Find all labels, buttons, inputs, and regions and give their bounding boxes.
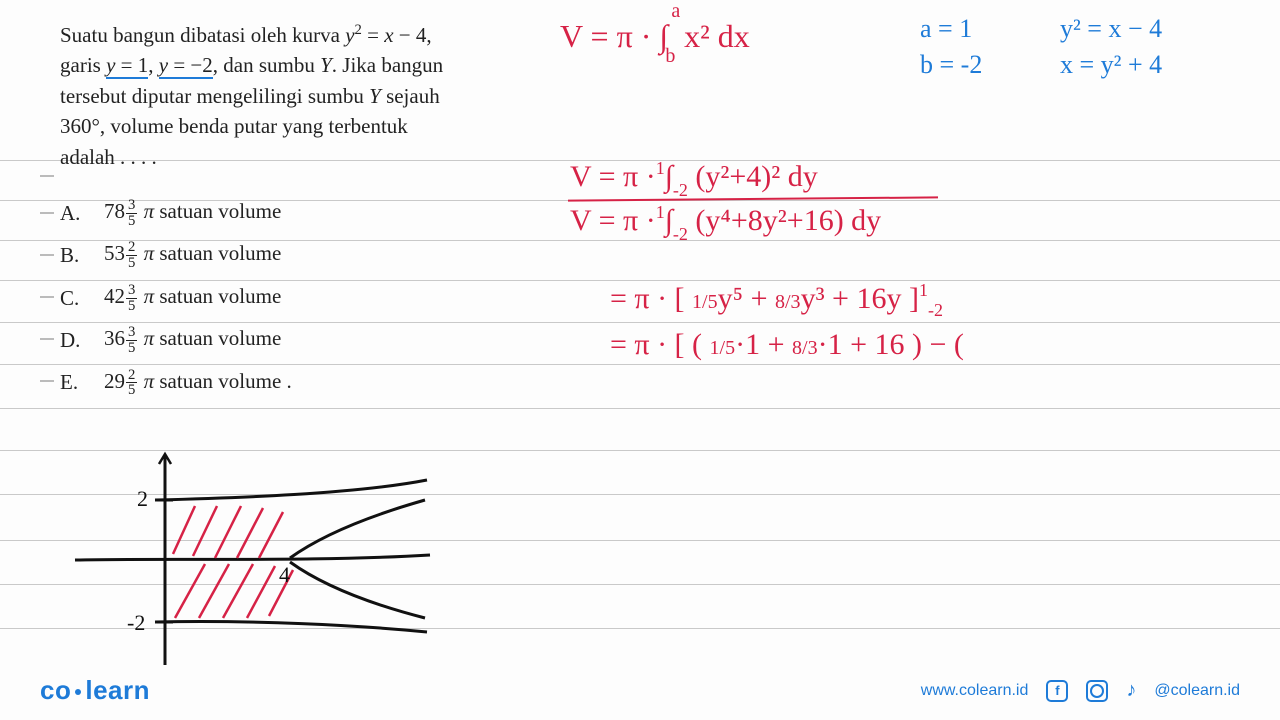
q-mid: ,	[148, 53, 159, 77]
q-part: Suatu bangun dibatasi oleh kurva	[60, 23, 345, 47]
q-part: garis	[60, 53, 106, 77]
footer-url: www.colearn.id	[921, 682, 1029, 700]
footer-right: www.colearn.id f ♪ @colearn.id	[921, 679, 1240, 702]
q-underline-y2: y = −2	[159, 53, 213, 79]
q-x: x	[384, 23, 393, 47]
handwriting-red-top: V = π · a∫b x² dx	[560, 18, 750, 55]
handwriting-red-l2: V = π ·1∫-2 (y⁴+8y²+16) dy	[570, 204, 881, 238]
handwriting-blue-b: b = -2	[920, 50, 982, 80]
q-part: sejauh	[381, 84, 440, 108]
footer: colearn www.colearn.id f ♪ @colearn.id	[0, 675, 1280, 706]
answer-option: C. 4235 π satuan volume	[60, 283, 292, 313]
handwriting-blue-a: a = 1	[920, 14, 972, 44]
q-underline-y1: y = 1	[106, 53, 148, 79]
option-value: 3635 π satuan volume	[104, 325, 281, 355]
q-part: . Jika bangun	[332, 53, 443, 77]
q-part: adalah . . . .	[60, 145, 157, 169]
answer-option: A. 7835 π satuan volume	[60, 198, 292, 228]
handwriting-red-l1: V = π ·1∫-2 (y²+4)² dy	[570, 160, 818, 194]
answer-option: B. 5325 π satuan volume	[60, 240, 292, 270]
q-Y2: Y	[369, 84, 381, 108]
logo-dot-icon	[75, 689, 81, 695]
facebook-icon: f	[1046, 680, 1068, 702]
instagram-icon	[1086, 680, 1108, 702]
question-text: Suatu bangun dibatasi oleh kurva y2 = x …	[60, 20, 500, 172]
option-letter: B.	[60, 243, 86, 268]
dash-marker	[40, 254, 54, 256]
sketch-label-x: 4	[279, 562, 290, 587]
option-value: 7835 π satuan volume	[104, 198, 281, 228]
option-letter: E.	[60, 370, 86, 395]
q-sup2: 2	[355, 22, 362, 38]
dash-marker	[40, 175, 54, 177]
tiktok-icon: ♪	[1126, 679, 1136, 702]
q-eq: =	[362, 23, 384, 47]
answer-options: A. 7835 π satuan volume B. 5325 π satuan vo…	[60, 198, 292, 410]
option-value: 5325 π satuan volume	[104, 240, 281, 270]
sketch-label-bottom: -2	[127, 610, 145, 635]
q-part: 360°, volume benda putar yang terbentuk	[60, 114, 408, 138]
graph-sketch: 2 -2 4	[55, 450, 435, 670]
option-letter: D.	[60, 328, 86, 353]
option-letter: A.	[60, 201, 86, 226]
q-part: tersebut diputar mengelilingi sumbu	[60, 84, 369, 108]
handwriting-blue-y2: y² = x − 4	[1060, 14, 1162, 44]
answer-option: D. 3635 π satuan volume	[60, 325, 292, 355]
logo-part-b: learn	[85, 675, 150, 705]
answer-option: E. 2925 π satuan volume .	[60, 368, 292, 398]
handwriting-blue-x: x = y² + 4	[1060, 50, 1162, 80]
handwriting-red-l4: = π · [ ( 1/5·1 + 8/3·1 + 16 ) − (	[610, 328, 964, 362]
logo: colearn	[40, 675, 150, 706]
sketch-label-top: 2	[137, 486, 148, 511]
footer-handle: @colearn.id	[1154, 682, 1240, 700]
logo-part-a: co	[40, 675, 71, 705]
dash-marker	[40, 380, 54, 382]
option-value: 4235 π satuan volume	[104, 283, 281, 313]
handwriting-underline	[568, 196, 938, 201]
q-part: , dan sumbu	[213, 53, 320, 77]
dash-marker	[40, 212, 54, 214]
option-value: 2925 π satuan volume .	[104, 368, 292, 398]
dash-marker	[40, 338, 54, 340]
dash-marker	[40, 296, 54, 298]
q-Y: Y	[320, 53, 332, 77]
handwriting-red-l3: = π · [ 1/5y⁵ + 8/3y³ + 16y ]1-2	[610, 282, 943, 316]
option-letter: C.	[60, 286, 86, 311]
q-y: y	[345, 23, 354, 47]
